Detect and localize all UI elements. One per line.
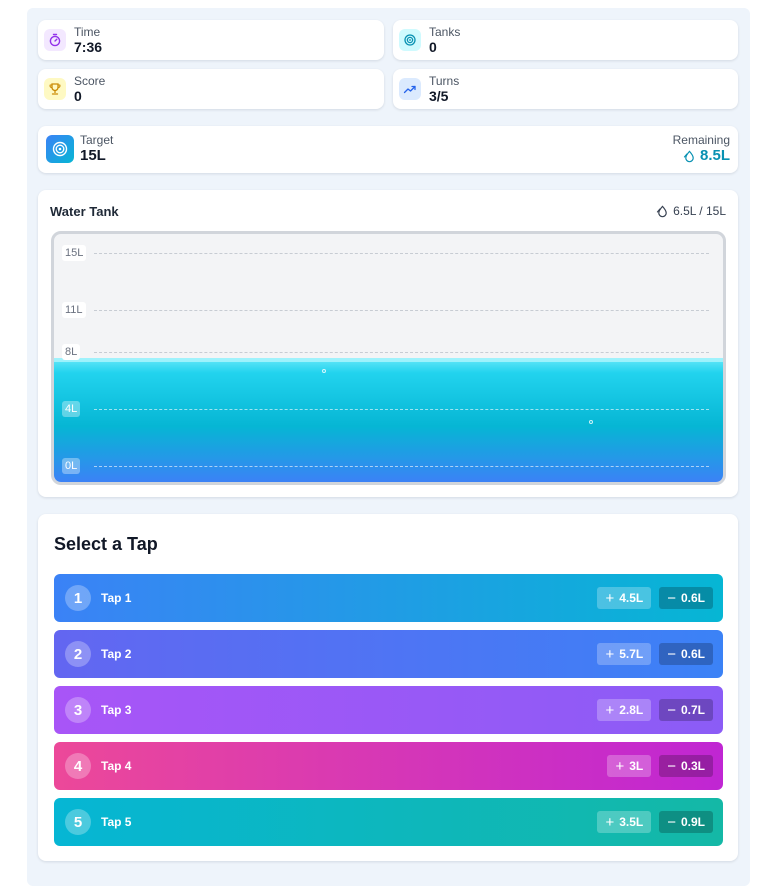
tap-number-badge: 4: [65, 753, 91, 779]
tap-add-value: 4.5L: [619, 591, 644, 605]
gridline: [94, 352, 709, 354]
tap-add-amount: +3L: [607, 755, 652, 777]
tap-number-badge: 5: [65, 809, 91, 835]
minus-icon: −: [667, 645, 676, 663]
tap-number-badge: 1: [65, 585, 91, 611]
tank-title: Water Tank: [50, 204, 119, 219]
tap-subtract-value: 0.3L: [680, 759, 705, 773]
droplet-icon: [683, 149, 694, 162]
gridline: [94, 309, 709, 311]
plus-icon: +: [615, 757, 625, 775]
water-tank: 15L 11L 8L 4L 0L: [51, 231, 726, 485]
tap-name: Tap 2: [101, 647, 132, 661]
tap-subtract-amount: −0.7L: [659, 699, 713, 721]
minus-icon: −: [667, 589, 676, 607]
tap-subtract-value: 0.6L: [680, 647, 705, 661]
tap-name: Tap 3: [101, 703, 132, 717]
turns-value: 3/5: [429, 88, 449, 104]
plus-icon: +: [605, 589, 615, 607]
tap-button-3[interactable]: 3 Tap 3 +2.8L −0.7L: [54, 686, 723, 734]
gridline: [94, 409, 709, 411]
minus-icon: −: [667, 813, 676, 831]
tanks-label: Tanks: [429, 25, 461, 39]
remaining-label: Remaining: [672, 133, 730, 147]
score-value: 0: [74, 88, 82, 104]
tap-subtract-amount: −0.6L: [659, 587, 713, 609]
gridline-label: 11L: [62, 301, 86, 318]
turns-label: Turns: [429, 74, 460, 88]
target-small-icon: [399, 29, 421, 51]
tap-add-amount: +5.7L: [597, 643, 652, 665]
gridline-label: 8L: [62, 344, 81, 361]
tank-readout: 6.5L / 15L: [656, 204, 726, 218]
tap-subtract-value: 0.7L: [680, 703, 705, 717]
plus-icon: +: [605, 645, 615, 663]
gridline-label: 4L: [62, 401, 81, 418]
trending-up-icon: [399, 78, 421, 100]
plus-icon: +: [605, 813, 615, 831]
tap-add-value: 3L: [629, 759, 644, 773]
trophy-icon: [44, 78, 66, 100]
tap-add-value: 5.7L: [619, 647, 644, 661]
tap-subtract-value: 0.9L: [680, 815, 705, 829]
gridline-label: 15L: [62, 245, 87, 261]
tap-number-badge: 3: [65, 697, 91, 723]
target-card: Target 15L Remaining 8.5L: [38, 126, 738, 173]
gridline: [94, 466, 709, 467]
tap-button-2[interactable]: 2 Tap 2 +5.7L −0.6L: [54, 630, 723, 678]
tap-number-badge: 2: [65, 641, 91, 667]
plus-icon: +: [605, 701, 615, 719]
tap-button-5[interactable]: 5 Tap 5 +3.5L −0.9L: [54, 798, 723, 846]
tank-readout-text: 6.5L / 15L: [673, 204, 726, 218]
score-card: Score 0: [38, 69, 384, 109]
time-card: Time 7:36: [38, 20, 384, 60]
minus-icon: −: [667, 701, 676, 719]
turns-card: Turns 3/5: [393, 69, 738, 109]
score-label: Score: [74, 74, 106, 88]
tap-add-value: 3.5L: [619, 815, 644, 829]
stopwatch-icon: [44, 29, 66, 51]
tap-button-1[interactable]: 1 Tap 1 +4.5L −0.6L: [54, 574, 723, 622]
minus-icon: −: [667, 757, 676, 775]
time-label: Time: [74, 25, 101, 39]
tap-name: Tap 5: [101, 815, 132, 829]
tanks-value: 0: [429, 39, 437, 55]
tap-subtract-amount: −0.9L: [659, 811, 713, 833]
time-value: 7:36: [74, 39, 103, 55]
bubble: [322, 368, 326, 373]
water-fill: [54, 357, 723, 482]
tap-add-amount: +4.5L: [597, 587, 652, 609]
water-tank-card: Water Tank 6.5L / 15L 15L 11L 8L 4L 0L: [38, 190, 738, 497]
taps-title: Select a Tap: [54, 534, 158, 554]
taps-card: Select a Tap 1 Tap 1 +4.5L −0.6L 2 Tap 2 +5.7L…: [38, 514, 738, 861]
tap-name: Tap 1: [101, 591, 132, 605]
target-icon: [46, 135, 74, 163]
target-value: 15L: [80, 147, 106, 164]
bubble: [589, 419, 593, 424]
gridline-label: 0L: [62, 458, 81, 474]
tap-button-4[interactable]: 4 Tap 4 +3L −0.3L: [54, 742, 723, 790]
tap-name: Tap 4: [101, 759, 132, 773]
tap-add-amount: +3.5L: [597, 811, 652, 833]
tap-subtract-value: 0.6L: [680, 591, 705, 605]
tap-add-value: 2.8L: [619, 703, 644, 717]
tap-subtract-amount: −0.6L: [659, 643, 713, 665]
tanks-card: Tanks 0: [393, 20, 738, 60]
remaining-value: 8.5L: [699, 147, 730, 164]
droplet-icon: [656, 204, 667, 217]
tap-subtract-amount: −0.3L: [659, 755, 713, 777]
water-surface: [54, 357, 723, 362]
tap-add-amount: +2.8L: [597, 699, 652, 721]
target-label: Target: [80, 133, 114, 147]
gridline: [94, 253, 709, 254]
